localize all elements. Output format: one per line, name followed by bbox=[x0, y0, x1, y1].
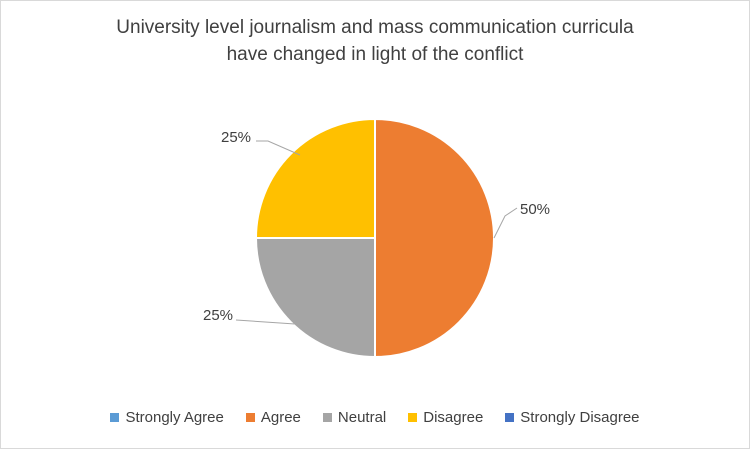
pie-slice-agree bbox=[374, 117, 495, 359]
pie-slice-disagree bbox=[254, 117, 376, 239]
leader-line-agree bbox=[493, 207, 518, 239]
leader-line-disagree bbox=[256, 140, 301, 156]
pie-slice-neutral bbox=[254, 237, 376, 359]
legend: Strongly Agree Agree Neutral Disagree St… bbox=[0, 409, 750, 426]
legend-label-agree: Agree bbox=[260, 409, 301, 426]
legend-swatch-agree bbox=[245, 413, 255, 422]
legend-swatch-neutral bbox=[322, 413, 332, 422]
leader-line-neutral bbox=[235, 319, 296, 325]
legend-label-strongly-agree: Strongly Agree bbox=[125, 409, 224, 426]
legend-label-neutral: Neutral bbox=[337, 409, 387, 426]
data-label-agree: 50% bbox=[520, 201, 550, 218]
legend-item-disagree: Disagree bbox=[408, 409, 483, 426]
data-label-neutral: 25% bbox=[203, 307, 233, 324]
chart-title-line-2: have changed in light of the conflict bbox=[226, 44, 524, 65]
legend-swatch-strongly-agree bbox=[110, 413, 120, 422]
legend-label-disagree: Disagree bbox=[423, 409, 484, 426]
chart-title-line-1: University level journalism and mass com… bbox=[116, 17, 634, 38]
chart-title: University level journalism and mass com… bbox=[0, 14, 750, 68]
legend-item-strongly-agree: Strongly Agree bbox=[110, 409, 224, 426]
legend-swatch-strongly-disagree bbox=[505, 413, 515, 422]
legend-item-agree: Agree bbox=[245, 409, 301, 426]
legend-label-strongly-disagree: Strongly Disagree bbox=[520, 409, 640, 426]
legend-item-neutral: Neutral bbox=[322, 409, 387, 426]
legend-item-strongly-disagree: Strongly Disagree bbox=[505, 409, 640, 426]
legend-swatch-disagree bbox=[408, 413, 418, 422]
data-label-disagree: 25% bbox=[221, 129, 251, 146]
